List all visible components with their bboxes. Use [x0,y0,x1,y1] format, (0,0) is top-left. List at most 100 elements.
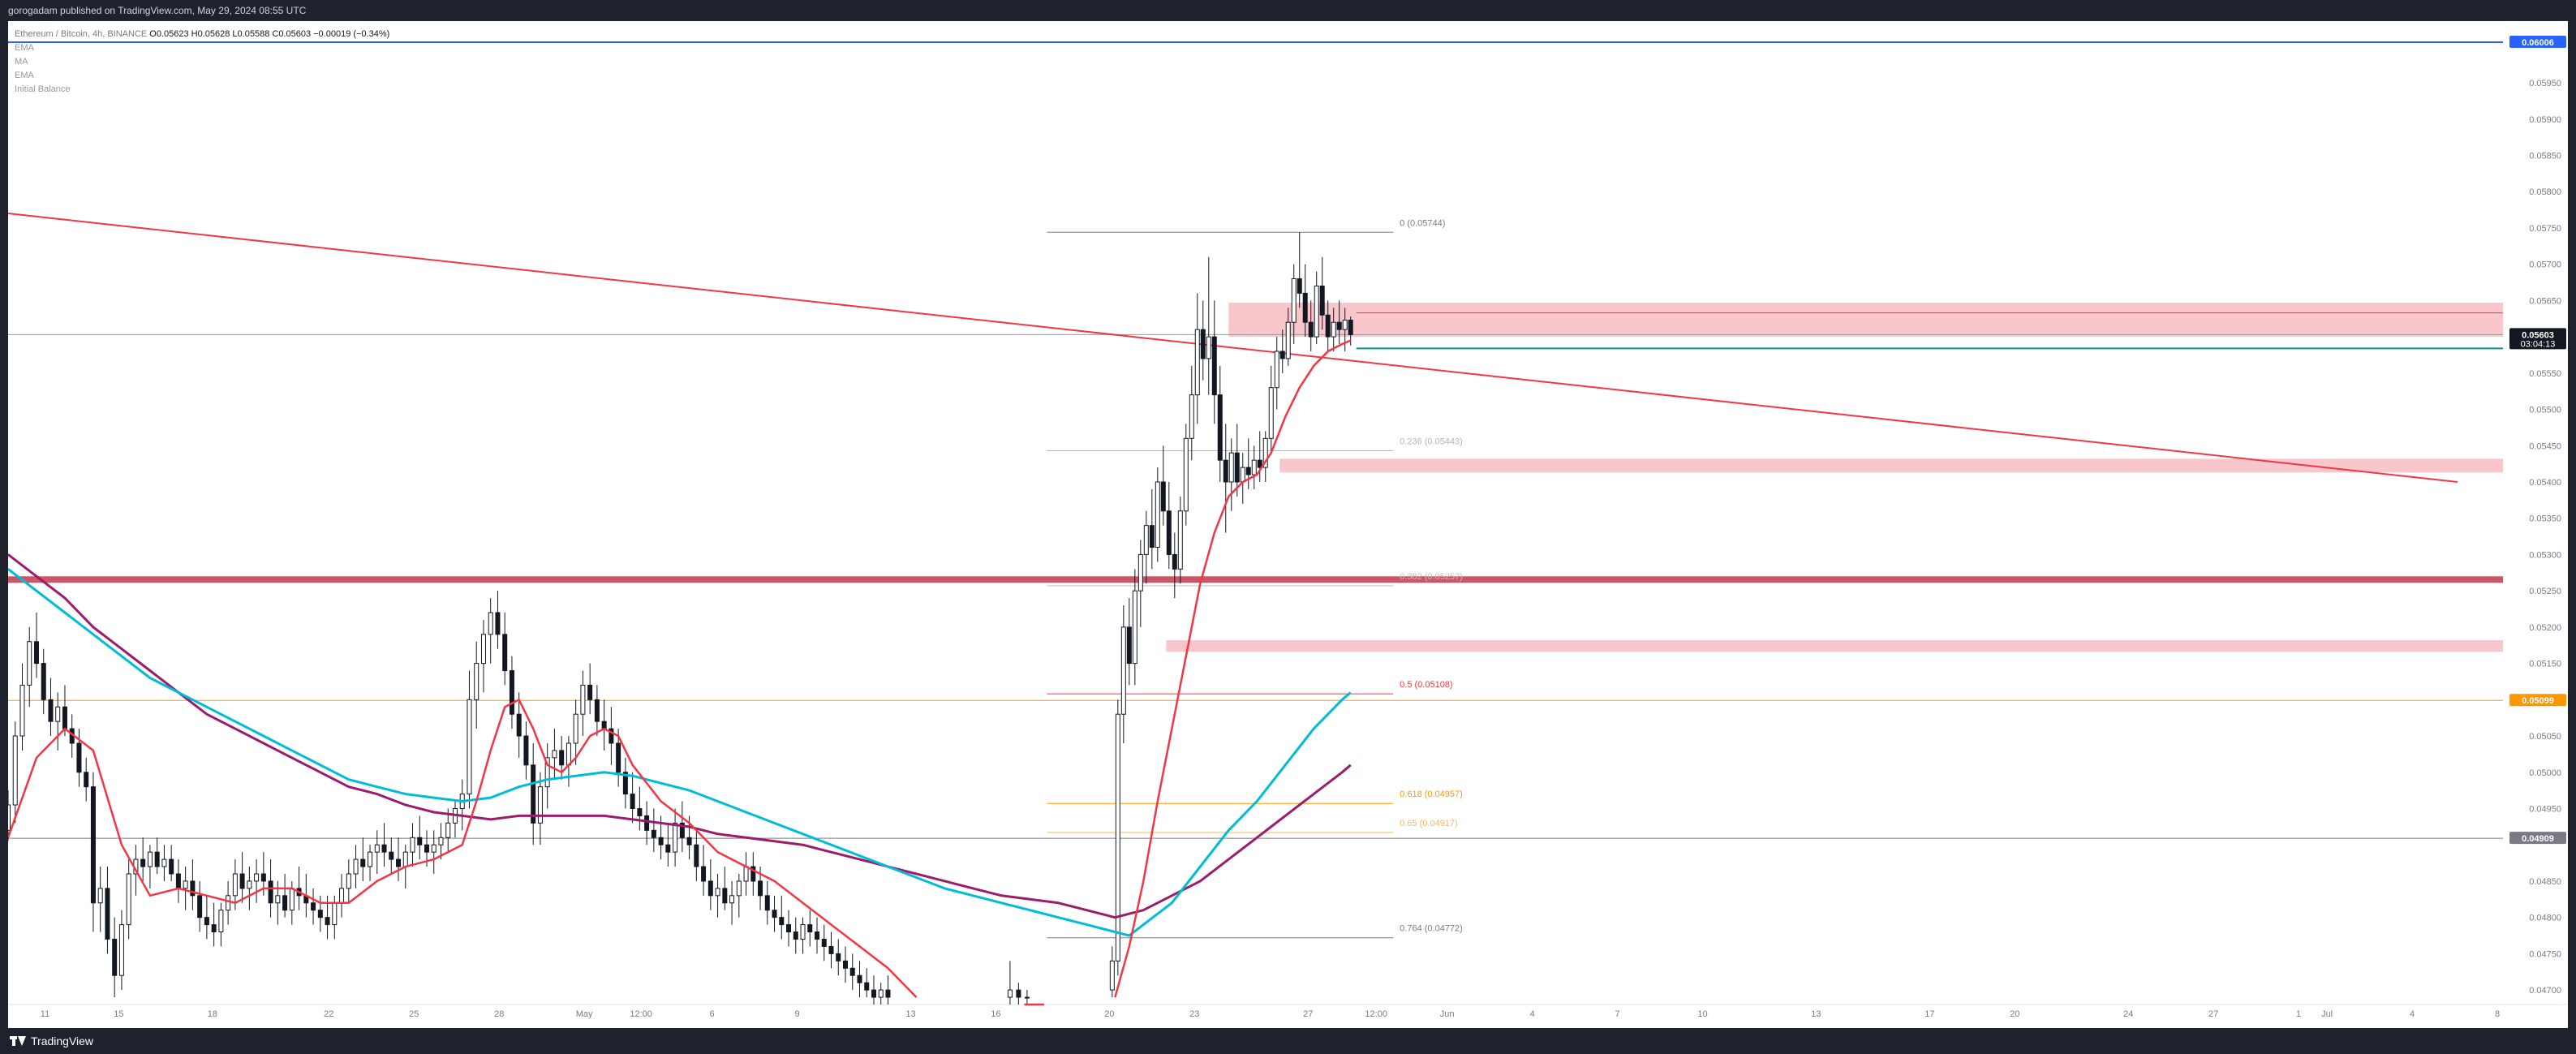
price-tick-19: 0.04850 [2529,877,2561,887]
candle-body-166 [1325,314,1331,338]
candle-body-111 [793,931,798,940]
time-tick-27: 4 [2410,1009,2415,1019]
candle-body-141 [1183,437,1189,512]
candle-body-149 [1228,452,1234,483]
indicator-ma[interactable]: MA [15,57,28,67]
candle-body-58 [417,837,423,845]
candle-body-133 [1137,553,1143,592]
candle-body-75 [537,786,543,824]
candle-body-168 [1336,321,1342,330]
candle-body-118 [842,960,848,969]
candle-body-88 [630,794,635,809]
price-tick-12: 0.05300 [2529,550,2561,560]
candle-body-48 [346,873,351,889]
candle-body-85 [609,728,614,744]
candle-body-153 [1251,459,1257,475]
candle-body-67 [480,634,486,665]
time-tick-16: Jun [1440,1009,1455,1019]
brand-name: TradingView [31,1035,94,1048]
candle-body-130 [1120,626,1126,715]
candle-body-97 [694,844,699,867]
price-tick-5: 0.05700 [2529,260,2561,270]
candle-body-5 [41,663,46,700]
candle-body-47 [339,888,345,904]
candle-body-36 [260,873,266,882]
candle-body-17 [126,873,131,926]
time-tick-19: 10 [1697,1009,1707,1019]
candle-body-164 [1314,285,1319,338]
fib-level-label-4: 0.618 (0.04957) [1400,789,1463,799]
candle-body-81 [580,684,586,715]
candle-body-51 [368,851,373,867]
candle-body-138 [1166,510,1172,555]
candle-body-24 [175,873,181,889]
candle-body-19 [140,858,146,867]
candle-body-69 [495,612,501,635]
candle-body-76 [544,757,550,788]
candle-body-157 [1274,351,1279,389]
candle-body-49 [353,858,359,875]
price-badge-label-1: 0.05603 [2522,330,2554,340]
candle-body-72 [516,713,522,737]
time-axis-strip [8,1005,2568,1028]
candle-body-55 [396,858,402,867]
candle-body-13 [97,888,103,904]
zone-box-3 [1166,639,2503,652]
chart-legend: Ethereum / Bitcoin, 4h, BINANCE O0.05623… [15,28,389,97]
candle-body-161 [1297,278,1302,294]
candle-body-86 [616,742,621,773]
time-tick-21: 17 [1924,1009,1934,1019]
candle-body-28 [204,917,209,926]
candle-body-37 [268,880,273,904]
candle-body-170 [1348,320,1353,335]
indicator-initial-balance[interactable]: Initial Balance [15,84,71,94]
price-badge-label-3: 0.04909 [2522,834,2554,844]
price-tick-6: 0.05650 [2529,296,2561,306]
candle-body-96 [686,837,692,845]
time-tick-25: 1 [2296,1009,2301,1019]
time-tick-2: 18 [208,1009,217,1019]
time-tick-11: 16 [991,1009,1000,1019]
time-tick-0: 11 [41,1009,49,1019]
candlestick-chart[interactable]: 0 (0.05744) 0.236 (0.05443) 0.382 (0.05257… [8,21,2568,1028]
candle-body-46 [332,902,338,926]
candle-body-39 [282,895,288,911]
price-badge-sub-1: 03:04:13 [2521,339,2556,349]
candle-body-34 [247,880,252,889]
fib-level-label-6: 0.764 (0.04772) [1400,924,1463,934]
candle-body-16 [118,924,124,976]
price-tick-11: 0.05350 [2529,514,2561,524]
candle-body-158 [1279,351,1285,359]
candle-body-43 [311,902,316,911]
time-tick-28: 8 [2495,1009,2500,1019]
symbol-title[interactable]: Ethereum / Bitcoin, 4h, BINANCE [15,29,148,39]
candle-body-57 [410,837,415,853]
indicator-ema-1[interactable]: EMA [15,43,34,53]
time-tick-9: 9 [794,1009,799,1019]
fib-level-label-5: 0.65 (0.04917) [1400,819,1458,828]
candle-body-61 [438,837,444,845]
candle-body-107 [764,895,770,911]
chart-frame[interactable]: 0 (0.05744) 0.236 (0.05443) 0.382 (0.05257… [8,21,2568,1028]
time-tick-22: 20 [2010,1009,2019,1019]
candle-body-79 [566,742,571,766]
candle-body-33 [239,873,245,889]
candle-body-95 [679,822,685,838]
candle-body-8 [62,706,67,729]
candle-body-139 [1172,553,1177,570]
candle-body-2 [19,684,25,737]
price-tick-22: 0.04700 [2529,986,2561,996]
candle-body-142 [1189,394,1194,439]
candle-body-117 [836,953,841,962]
candle-body-22 [161,858,167,867]
candle-body-40 [289,888,295,911]
candle-body-156 [1268,387,1274,439]
candle-body-73 [523,735,529,766]
candle-body-71 [509,670,514,715]
time-tick-26: Jul [2321,1009,2333,1019]
candle-body-11 [84,772,89,788]
indicator-ema-2[interactable]: EMA [15,71,34,80]
price-tick-10: 0.05400 [2529,478,2561,488]
tradingview-logo-icon [10,1036,26,1046]
tradingview-brand[interactable]: TradingView [10,1035,93,1048]
